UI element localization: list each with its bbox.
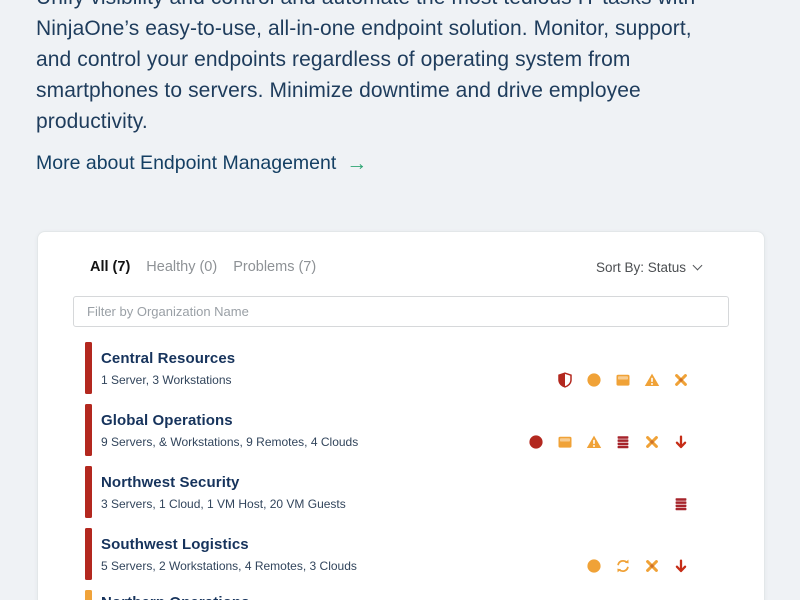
intro-paragraph: Unify visibility and control and automat…	[36, 0, 746, 137]
organization-name: Northern Operations	[101, 593, 250, 600]
warning-triangle-icon	[586, 434, 602, 450]
widget-header: All (7) Healthy (0) Problems (7) Sort By: …	[73, 259, 729, 275]
status-circle-icon	[528, 434, 544, 450]
organization-list: Central Resources 1 Server, 3 Workstation…	[73, 342, 729, 600]
more-about-endpoint-management-link[interactable]: More about Endpoint Management →	[36, 152, 367, 175]
organization-details: 5 Servers, 2 Workstations, 4 Remotes, 3 …	[101, 559, 357, 573]
down-arrow-icon	[673, 434, 689, 450]
organization-name: Northwest Security	[101, 474, 240, 491]
arrow-right-icon: →	[346, 152, 368, 175]
chevron-down-icon	[692, 260, 703, 270]
status-bar	[85, 466, 92, 518]
organization-details: 3 Servers, 1 Cloud, 1 VM Host, 20 VM Gue…	[101, 497, 346, 511]
intro-line: NinjaOne’s easy-to-use, all-in-one endpo…	[36, 17, 692, 40]
status-icons	[673, 496, 689, 512]
organization-row[interactable]: Global Operations 9 Servers, & Workstatio…	[85, 404, 729, 456]
warning-triangle-icon	[644, 372, 660, 388]
tab-all[interactable]: All (7)	[90, 259, 131, 275]
status-icons	[528, 434, 689, 450]
sort-by-dropdown[interactable]: Sort By: Status	[595, 259, 703, 275]
status-bar	[85, 528, 92, 580]
organization-name: Central Resources	[101, 350, 236, 367]
sync-icon	[615, 558, 631, 574]
patch-crossed-icon	[644, 558, 660, 574]
status-icons	[586, 558, 689, 574]
sort-by-label: Sort By: Status	[595, 259, 686, 275]
status-circle-icon	[586, 372, 602, 388]
patch-card-icon	[615, 372, 631, 388]
status-bar	[85, 404, 92, 456]
patch-card-icon	[557, 434, 573, 450]
patch-crossed-icon	[673, 372, 689, 388]
organization-row[interactable]: Southwest Logistics 5 Servers, 2 Workstat…	[85, 528, 729, 580]
intro-line: productivity.	[36, 110, 148, 133]
tabs: All (7) Healthy (0) Problems (7)	[90, 259, 316, 275]
organization-row[interactable]: Northern Operations	[85, 590, 729, 600]
organization-details: 1 Server, 3 Workstations	[101, 373, 232, 387]
server-stack-icon	[673, 496, 689, 512]
organization-name: Global Operations	[101, 412, 233, 429]
filter-input[interactable]	[73, 296, 729, 327]
intro-line: smartphones to servers. Minimize downtim…	[36, 79, 641, 102]
status-bar	[85, 590, 92, 600]
organization-details: 9 Servers, & Workstations, 9 Remotes, 4 …	[101, 435, 359, 449]
server-stack-icon	[615, 434, 631, 450]
link-label: More about Endpoint Management	[36, 152, 337, 174]
patch-crossed-icon	[644, 434, 660, 450]
tab-problems[interactable]: Problems (7)	[233, 259, 317, 275]
organization-row[interactable]: Northwest Security 3 Servers, 1 Cloud, 1 …	[85, 466, 729, 518]
intro-line: Unify visibility and control and automat…	[36, 0, 746, 13]
organizations-widget: All (7) Healthy (0) Problems (7) Sort By: …	[37, 231, 765, 600]
status-bar	[85, 342, 92, 394]
tab-healthy[interactable]: Healthy (0)	[146, 259, 218, 275]
organization-row[interactable]: Central Resources 1 Server, 3 Workstation…	[85, 342, 729, 394]
shield-half-icon	[557, 372, 573, 388]
intro-line: and control your endpoints regardless of…	[36, 48, 631, 71]
organization-name: Southwest Logistics	[101, 536, 249, 553]
status-icons	[557, 372, 689, 388]
down-arrow-icon	[673, 558, 689, 574]
status-circle-icon	[586, 558, 602, 574]
